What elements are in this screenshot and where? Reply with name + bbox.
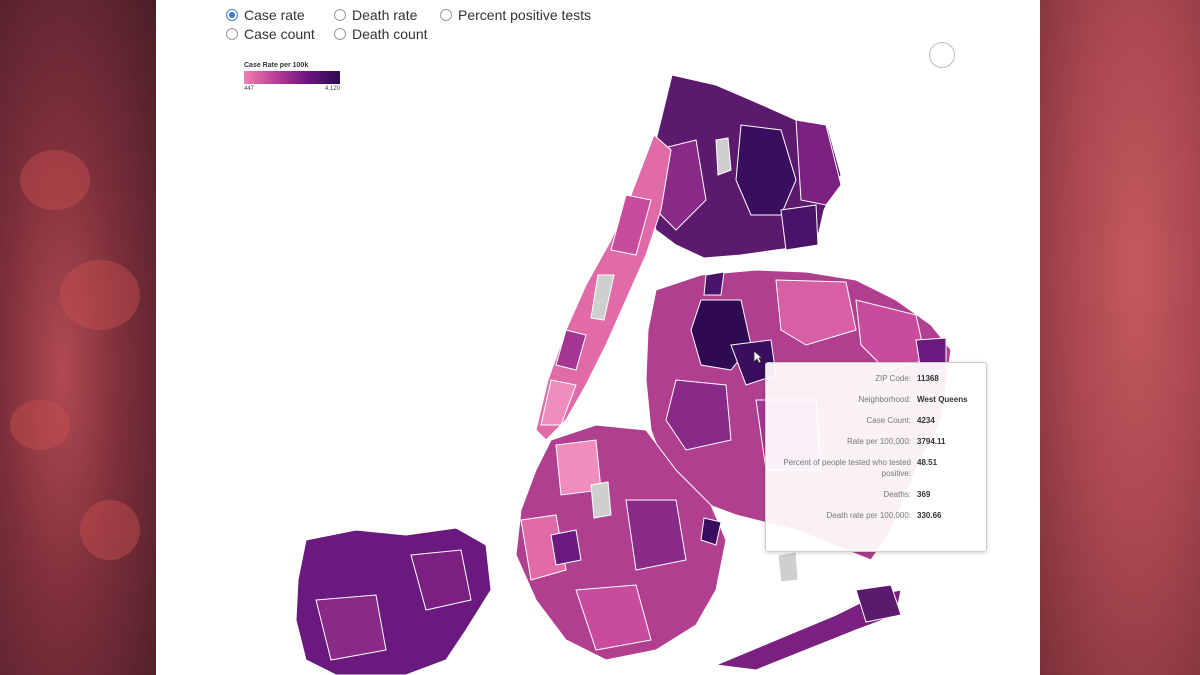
- radio-death-rate[interactable]: [334, 9, 346, 21]
- option-label: Death rate: [352, 7, 418, 23]
- option-label: Case count: [244, 26, 315, 42]
- zip-region[interactable]: [590, 481, 612, 519]
- option-label: Case rate: [244, 7, 305, 23]
- tooltip-value: 4234: [917, 416, 935, 425]
- tooltip-key: Percent of people tested who tested posi…: [783, 458, 911, 478]
- reset-view-button[interactable]: [929, 42, 955, 68]
- zip-region[interactable]: [795, 119, 842, 206]
- zip-region[interactable]: [540, 379, 577, 426]
- zip-region[interactable]: [855, 584, 902, 623]
- zip-region[interactable]: [575, 584, 652, 651]
- option-case-count[interactable]: Case count: [226, 26, 315, 42]
- option-label: Percent positive tests: [458, 7, 592, 23]
- tooltip-row-case-count: Case Count: 4234: [766, 415, 986, 436]
- zip-region[interactable]: [315, 594, 387, 661]
- tooltip-key: Case Count:: [866, 416, 911, 425]
- option-death-rate[interactable]: Death rate: [334, 7, 417, 23]
- map-panel: Case rate Death rate Percent positive te…: [156, 0, 1040, 675]
- zip-region[interactable]: [714, 589, 902, 671]
- tooltip-key: Deaths:: [883, 490, 911, 499]
- legend-max: 4,120: [324, 86, 340, 92]
- option-case-rate[interactable]: Case rate: [226, 7, 305, 23]
- zip-region[interactable]: [700, 517, 722, 546]
- borough-brooklyn: [515, 424, 799, 661]
- option-label: Death count: [352, 26, 428, 42]
- nyc-zip-map: [295, 74, 952, 675]
- tooltip-key: Neighborhood:: [858, 395, 911, 404]
- tooltip-row-zip: ZIP Code: 11368: [766, 373, 986, 394]
- tooltip-row-death-rate: Death rate per 100,000: 330.66: [766, 510, 986, 531]
- radio-case-count[interactable]: [226, 28, 238, 40]
- tooltip-value: 330.66: [917, 511, 942, 520]
- zip-region[interactable]: [550, 529, 582, 566]
- option-percent-positive[interactable]: Percent positive tests: [440, 7, 591, 23]
- background-left: [0, 0, 156, 675]
- borough-staten-island: [295, 527, 492, 675]
- zip-region[interactable]: [610, 194, 652, 256]
- legend-title: Case Rate per 100k: [244, 62, 309, 69]
- tooltip-key: Rate per 100,000:: [846, 437, 911, 446]
- zip-region[interactable]: [590, 274, 615, 321]
- option-death-count[interactable]: Death count: [334, 26, 428, 42]
- zip-region[interactable]: [625, 499, 687, 571]
- tooltip-row-neighborhood: Neighborhood: West Queens: [766, 394, 986, 415]
- zip-region[interactable]: [703, 271, 725, 296]
- zip-region[interactable]: [410, 549, 472, 611]
- radio-case-rate[interactable]: [226, 9, 238, 21]
- radio-percent-positive[interactable]: [440, 9, 452, 21]
- tooltip-row-percent-positive: Percent of people tested who tested posi…: [766, 457, 986, 489]
- tooltip-value: 48.51: [917, 458, 938, 467]
- tooltip-key: ZIP Code:: [875, 374, 911, 383]
- legend-min: 447: [244, 86, 255, 92]
- zip-region[interactable]: [520, 514, 567, 581]
- zip-region[interactable]: [715, 137, 732, 176]
- color-legend: Case Rate per 100k 447 4,120: [244, 62, 340, 92]
- background-right: [1040, 0, 1200, 675]
- zip-region[interactable]: [555, 329, 587, 371]
- tooltip-value: 11368: [917, 374, 939, 383]
- borough-manhattan: [535, 134, 672, 441]
- zip-region[interactable]: [777, 551, 799, 583]
- borough-bronx: [645, 74, 842, 259]
- tooltip-row-rate: Rate per 100,000: 3794.11: [766, 436, 986, 457]
- zip-region[interactable]: [780, 204, 819, 251]
- zip-region[interactable]: [665, 379, 732, 451]
- mouse-cursor-icon: [753, 350, 763, 364]
- borough-queens-rockaway: [714, 584, 902, 671]
- tooltip-value: 369: [917, 490, 931, 499]
- zip-region[interactable]: [775, 279, 857, 346]
- tooltip-value: 3794.11: [917, 437, 946, 446]
- radio-death-count[interactable]: [334, 28, 346, 40]
- zip-region[interactable]: [735, 124, 797, 216]
- legend-gradient: [244, 71, 340, 84]
- tooltip-value: West Queens: [917, 395, 968, 404]
- tooltip-row-deaths: Deaths: 369: [766, 489, 986, 510]
- zip-tooltip: ZIP Code: 11368 Neighborhood: West Queen…: [765, 362, 987, 552]
- tooltip-key: Death rate per 100,000:: [826, 511, 911, 520]
